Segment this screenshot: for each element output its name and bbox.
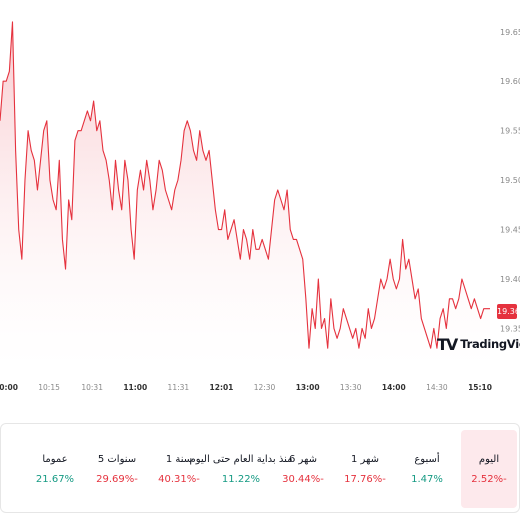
x-tick-label: 11:31 bbox=[168, 383, 190, 392]
y-tick-label: 19.50 bbox=[500, 176, 520, 185]
price-chart[interactable]: 19.65 19.60 19.55 19.50 19.45 19.40 19.35 10:0… bbox=[0, 0, 520, 405]
x-tick-label: 12:30 bbox=[254, 383, 276, 392]
performance-change-value: 29.69%- bbox=[96, 473, 138, 485]
performance-period-label: 6 شهر bbox=[288, 453, 318, 465]
performance-period-label: اليوم bbox=[478, 453, 500, 465]
price-chart-svg[interactable]: 19.65 19.60 19.55 19.50 19.45 19.40 19.35 10:0… bbox=[0, 0, 520, 405]
x-tick-label: 14:30 bbox=[426, 383, 448, 392]
x-tick-label: 11:00 bbox=[123, 383, 147, 392]
y-tick-label: 19.60 bbox=[500, 77, 520, 86]
performance-item[interactable]: عموما 21.67% bbox=[27, 430, 83, 508]
y-tick-label: 19.40 bbox=[500, 275, 520, 284]
x-tick-label: 15:10 bbox=[468, 383, 492, 392]
performance-change-value: 11.22% bbox=[221, 473, 261, 485]
x-tick-label: 10:15 bbox=[38, 383, 60, 392]
performance-change-value: 21.67% bbox=[35, 473, 75, 485]
x-tick-label: 10:31 bbox=[81, 383, 103, 392]
tradingview-wordmark: TradingView bbox=[460, 337, 520, 351]
tradingview-logo[interactable]: TV TradingView bbox=[437, 334, 520, 354]
performance-item[interactable]: اليوم 2.52%- bbox=[461, 430, 517, 508]
performance-change-value: 30.44%- bbox=[282, 473, 324, 485]
performance-period-label: 5 سنوات bbox=[97, 453, 137, 465]
performance-period-label: أسبوع bbox=[414, 453, 440, 465]
x-tick-label: 13:30 bbox=[340, 383, 362, 392]
y-tick-label: 19.45 bbox=[500, 226, 520, 235]
performance-period-label: عموما bbox=[42, 453, 68, 465]
performance-period-label: 1 سنة bbox=[165, 453, 193, 465]
last-price-label: 19.36 bbox=[497, 304, 520, 319]
price-line bbox=[0, 21, 490, 349]
performance-change-value: 2.52%- bbox=[471, 473, 507, 485]
performance-item[interactable]: منذ بداية العام حتى اليوم 11.22% bbox=[190, 430, 293, 508]
performance-change-value: 40.31%- bbox=[158, 473, 200, 485]
performance-period-label: 1 شهر bbox=[350, 453, 380, 465]
x-tick-label: 14:00 bbox=[382, 383, 406, 392]
performance-item[interactable]: 6 شهر 30.44%- bbox=[275, 430, 331, 508]
y-tick-label: 19.65 bbox=[500, 28, 520, 37]
performance-period-label: منذ بداية العام حتى اليوم bbox=[189, 453, 293, 465]
x-tick-label: 13:00 bbox=[296, 383, 320, 392]
performance-panel: اليوم 2.52%- أسبوع 1.47% 1 شهر 17.76%- 6 شهر 30… bbox=[0, 423, 520, 513]
y-tick-label: 19.35 bbox=[500, 324, 520, 333]
x-tick-label: 10:00 bbox=[0, 383, 18, 392]
performance-item[interactable]: 1 شهر 17.76%- bbox=[337, 430, 393, 508]
performance-item[interactable]: 5 سنوات 29.69%- bbox=[89, 430, 145, 508]
performance-change-value: 17.76%- bbox=[344, 473, 386, 485]
x-tick-label: 12:01 bbox=[210, 383, 234, 392]
price-area-fill bbox=[0, 21, 490, 369]
tradingview-mark-icon: TV bbox=[437, 334, 458, 354]
y-tick-label: 19.55 bbox=[500, 127, 520, 136]
performance-change-value: 1.47% bbox=[411, 473, 443, 485]
performance-item[interactable]: أسبوع 1.47% bbox=[399, 430, 455, 508]
performance-item[interactable]: 1 سنة 40.31%- bbox=[151, 430, 207, 508]
